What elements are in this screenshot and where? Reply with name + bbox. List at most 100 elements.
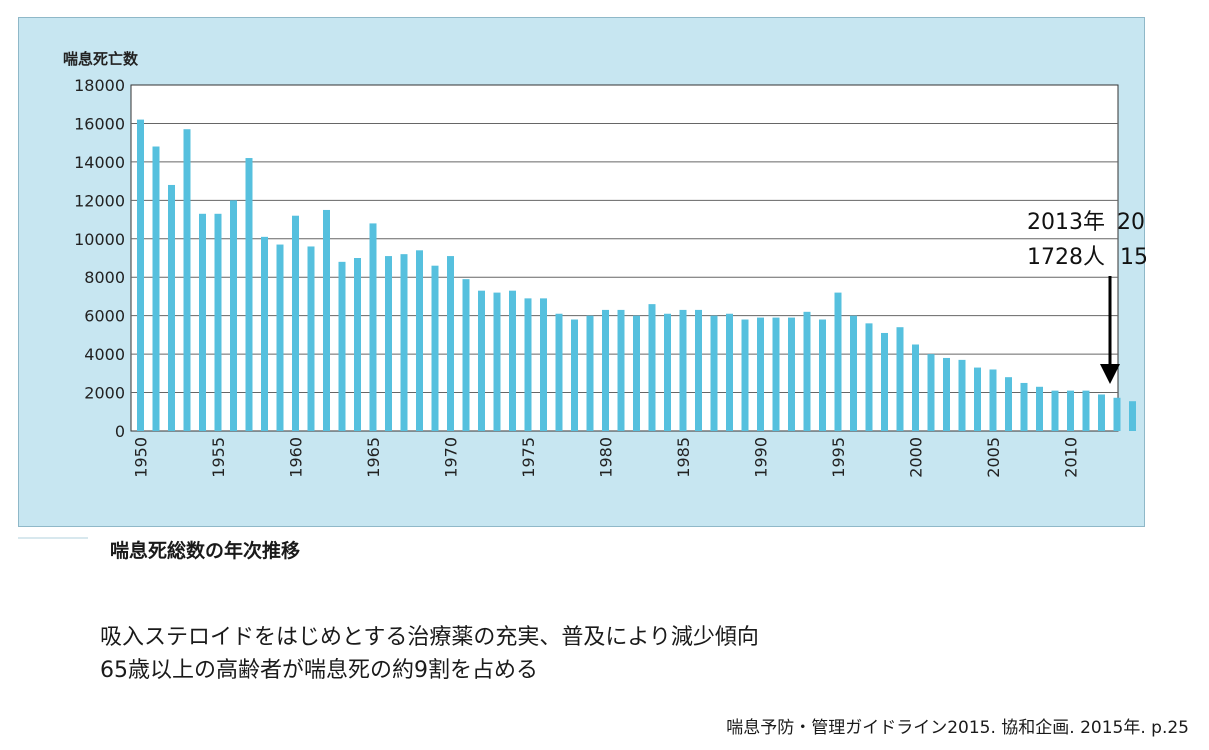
bar-1968: [416, 250, 423, 431]
bar-1964: [354, 258, 361, 431]
bar-2011: [1082, 390, 1090, 431]
caption-rule: [18, 537, 88, 539]
bars: [137, 119, 1136, 432]
x-tick-label: 1965: [364, 437, 383, 478]
bar-1975: [524, 298, 532, 431]
bar-2012: [1098, 394, 1105, 431]
bar-1978: [571, 319, 578, 431]
bar-2003: [958, 359, 966, 431]
bar-1960: [292, 215, 299, 431]
bar-2013: [1113, 397, 1121, 431]
annotation-year-2013: 2013年: [1027, 210, 1105, 235]
bar-1993: [803, 311, 811, 431]
x-tick-label: 2010: [1062, 437, 1081, 478]
bar-1995: [834, 292, 842, 431]
bar-1980: [602, 309, 609, 431]
bar-1997: [865, 323, 873, 431]
bar-2010: [1067, 390, 1074, 431]
note-line-2: 65歳以上の高齢者が喘息死の約9割を占める: [100, 658, 538, 683]
bar-2006: [1005, 377, 1012, 431]
bar-1962: [323, 209, 330, 431]
bar-2001: [927, 354, 935, 431]
bar-2002: [943, 357, 950, 431]
annotation: 2013年 2014年 1728人 1550人: [1027, 210, 1146, 384]
bar-1976: [540, 298, 547, 431]
y-tick-label: 2000: [84, 384, 125, 403]
bar-1999: [896, 327, 904, 431]
y-tick-label: 18000: [74, 76, 125, 95]
bar-1986: [695, 309, 702, 431]
bar-1958: [261, 236, 268, 431]
x-tick-label: 2005: [984, 437, 1003, 478]
x-tick-label: 1960: [287, 437, 306, 478]
bar-1992: [788, 317, 795, 431]
bar-1977: [555, 313, 563, 431]
bar-1981: [617, 309, 625, 431]
bar-1984: [664, 313, 671, 431]
bar-1983: [648, 304, 656, 431]
bar-1991: [772, 317, 780, 431]
bar-1998: [881, 332, 888, 431]
bar-1989: [741, 319, 749, 431]
x-tick-label: 2000: [907, 437, 926, 478]
x-tick-label: 1980: [597, 437, 616, 478]
bar-1985: [679, 309, 687, 431]
x-tick-label: 1995: [829, 437, 848, 478]
bar-1979: [586, 315, 594, 431]
y-tick-label: 14000: [74, 153, 125, 172]
bar-1967: [400, 254, 408, 431]
bar-1990: [757, 317, 764, 431]
y-tick-label: 10000: [74, 230, 125, 249]
y-tick-label: 6000: [84, 307, 125, 326]
bar-2014: [1129, 401, 1136, 431]
bar-2007: [1020, 382, 1028, 431]
chart-panel: 0 2000 4000 6000 8000 10000 12000 14000 16000 180…: [18, 17, 1146, 527]
bar-1956: [230, 200, 237, 431]
bar-1982: [633, 315, 640, 431]
bar-1965: [369, 223, 377, 431]
bar-1970: [447, 256, 454, 431]
bar-2004: [974, 367, 981, 431]
bar-1953: [183, 129, 191, 431]
source-citation: 喘息予防・管理ガイドライン2015. 協和企画. 2015年. p.25: [726, 718, 1189, 738]
bar-1988: [726, 313, 733, 431]
note-line-1: 吸入ステロイドをはじめとする治療薬の充実、普及により減少傾向: [100, 625, 759, 650]
y-tick-label: 16000: [74, 114, 125, 133]
annotation-arrow-head: [1100, 364, 1120, 384]
annotation-year-2014: 2014年: [1117, 210, 1146, 235]
bar-1952: [168, 184, 175, 431]
bar-1963: [338, 261, 346, 431]
chart-svg: 0 2000 4000 6000 8000 10000 12000 14000 16000 180…: [63, 50, 1146, 478]
annotation-count-2014: 1550人: [1120, 245, 1146, 270]
bar-1971: [462, 279, 470, 431]
bar-1966: [385, 256, 392, 431]
bar-1950: [137, 119, 144, 431]
bar-1994: [819, 319, 826, 431]
y-tick-label: 0: [115, 422, 125, 441]
x-tick-label: 1990: [752, 437, 771, 478]
bar-2000: [912, 344, 919, 431]
x-tick-label: 1975: [519, 437, 538, 478]
y-axis-label: 喘息死亡数: [63, 50, 139, 68]
bar-2005: [989, 369, 997, 431]
bar-1972: [478, 290, 485, 431]
y-tick-label: 4000: [84, 345, 125, 364]
bar-1974: [509, 290, 516, 431]
bar-1969: [431, 265, 439, 431]
x-tick-label: 1970: [442, 437, 461, 478]
annotation-count-2013: 1728人: [1027, 245, 1105, 270]
y-tick-label: 12000: [74, 191, 125, 210]
bar-1987: [710, 315, 718, 431]
bar-1951: [152, 146, 160, 431]
y-tick-labels: 0 2000 4000 6000 8000 10000 12000 14000 16000 180…: [74, 76, 125, 441]
x-tick-label: 1955: [209, 437, 228, 478]
bar-1954: [199, 213, 206, 431]
x-tick-labels: 1950 1955 1960 1965 1970 1975 1980 1985 1990 1995…: [132, 437, 1081, 478]
bar-1996: [850, 315, 857, 431]
bar-1957: [245, 158, 253, 432]
y-tick-label: 8000: [84, 268, 125, 287]
x-tick-label: 1985: [674, 437, 693, 478]
x-tick-label: 1950: [132, 437, 151, 478]
bar-1961: [307, 246, 315, 431]
bar-2009: [1051, 390, 1059, 431]
